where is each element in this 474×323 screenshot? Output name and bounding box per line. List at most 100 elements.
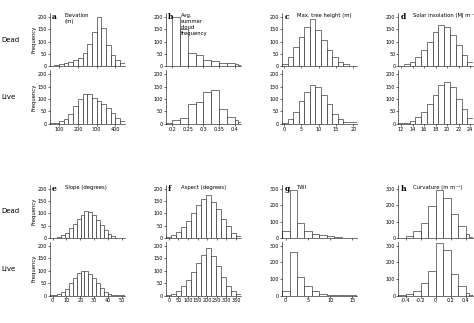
Bar	[73, 60, 78, 67]
Bar	[406, 294, 413, 296]
Bar	[196, 263, 201, 296]
Bar	[237, 122, 241, 124]
Bar	[304, 27, 310, 67]
Bar	[438, 85, 444, 124]
Bar	[433, 32, 438, 67]
Bar	[61, 235, 65, 238]
Bar	[310, 85, 316, 124]
Bar	[211, 202, 216, 238]
Bar	[81, 215, 84, 238]
Bar	[172, 120, 180, 124]
Bar	[81, 271, 84, 296]
Bar	[465, 293, 469, 296]
Text: Dead: Dead	[1, 37, 19, 43]
Bar	[338, 119, 343, 124]
Bar	[316, 87, 321, 124]
Bar	[87, 94, 92, 124]
Text: Solar insolation (MJ m⁻²): Solar insolation (MJ m⁻²)	[413, 14, 474, 18]
Bar	[92, 98, 97, 124]
Bar	[108, 294, 111, 296]
Bar	[327, 295, 335, 296]
Bar	[420, 223, 428, 238]
Text: Live: Live	[1, 266, 16, 272]
Bar	[456, 45, 462, 67]
Bar	[171, 294, 176, 296]
Bar	[438, 25, 444, 67]
Bar	[349, 66, 357, 67]
Bar	[451, 275, 458, 296]
Bar	[297, 276, 304, 296]
Bar	[236, 236, 241, 238]
Bar	[57, 294, 61, 296]
Bar	[69, 283, 73, 296]
Bar	[327, 104, 332, 124]
Bar	[216, 209, 221, 238]
Bar	[96, 220, 100, 238]
Bar	[64, 64, 69, 67]
Bar	[398, 295, 406, 296]
Bar	[427, 104, 433, 124]
Bar	[77, 273, 81, 296]
Bar	[100, 225, 104, 238]
Bar	[444, 27, 450, 67]
Bar	[410, 62, 415, 67]
Bar	[88, 212, 92, 238]
Bar	[304, 231, 312, 238]
Bar	[191, 272, 196, 296]
Bar	[171, 235, 176, 238]
Bar	[413, 291, 420, 296]
Bar	[316, 30, 321, 67]
Bar	[288, 119, 293, 124]
Bar	[78, 58, 82, 67]
Bar	[115, 118, 120, 124]
Bar	[312, 291, 319, 296]
Bar	[332, 57, 338, 67]
Text: Avg.
summer
cloud
frequency: Avg. summer cloud frequency	[181, 14, 208, 36]
Bar	[235, 65, 237, 67]
Bar	[231, 233, 236, 238]
Bar	[196, 205, 201, 238]
Bar	[54, 295, 57, 296]
Bar	[469, 237, 472, 238]
Bar	[413, 231, 420, 238]
Bar	[290, 190, 297, 238]
Bar	[293, 47, 299, 67]
Text: a: a	[52, 14, 57, 21]
Bar	[465, 234, 469, 238]
Text: Slope (degrees): Slope (degrees)	[65, 185, 107, 190]
Bar	[59, 65, 64, 67]
Bar	[338, 62, 343, 67]
Bar	[211, 61, 219, 67]
Bar	[211, 90, 219, 124]
Bar	[458, 226, 465, 238]
Bar	[421, 112, 427, 124]
Bar	[415, 117, 421, 124]
Text: c: c	[284, 14, 289, 21]
Bar	[299, 101, 304, 124]
Bar	[92, 215, 96, 238]
Text: Aspect (degrees): Aspect (degrees)	[181, 185, 226, 190]
Bar	[227, 64, 235, 67]
Bar	[110, 113, 115, 124]
Text: Live: Live	[1, 94, 16, 100]
Bar	[69, 62, 73, 67]
Bar	[100, 288, 104, 296]
Text: h: h	[401, 185, 406, 193]
Bar	[50, 66, 55, 67]
Bar	[467, 62, 473, 67]
Bar	[59, 121, 64, 124]
Bar	[428, 271, 436, 296]
Bar	[188, 104, 196, 124]
Bar	[166, 237, 171, 238]
Bar	[69, 228, 73, 238]
Bar	[211, 256, 216, 296]
Bar	[458, 286, 465, 296]
Bar	[428, 206, 436, 238]
Bar	[97, 101, 101, 124]
Bar	[335, 237, 342, 238]
Bar	[421, 50, 427, 67]
Bar	[101, 28, 106, 67]
Bar	[120, 64, 125, 67]
Bar	[410, 121, 415, 124]
Bar	[288, 57, 293, 67]
